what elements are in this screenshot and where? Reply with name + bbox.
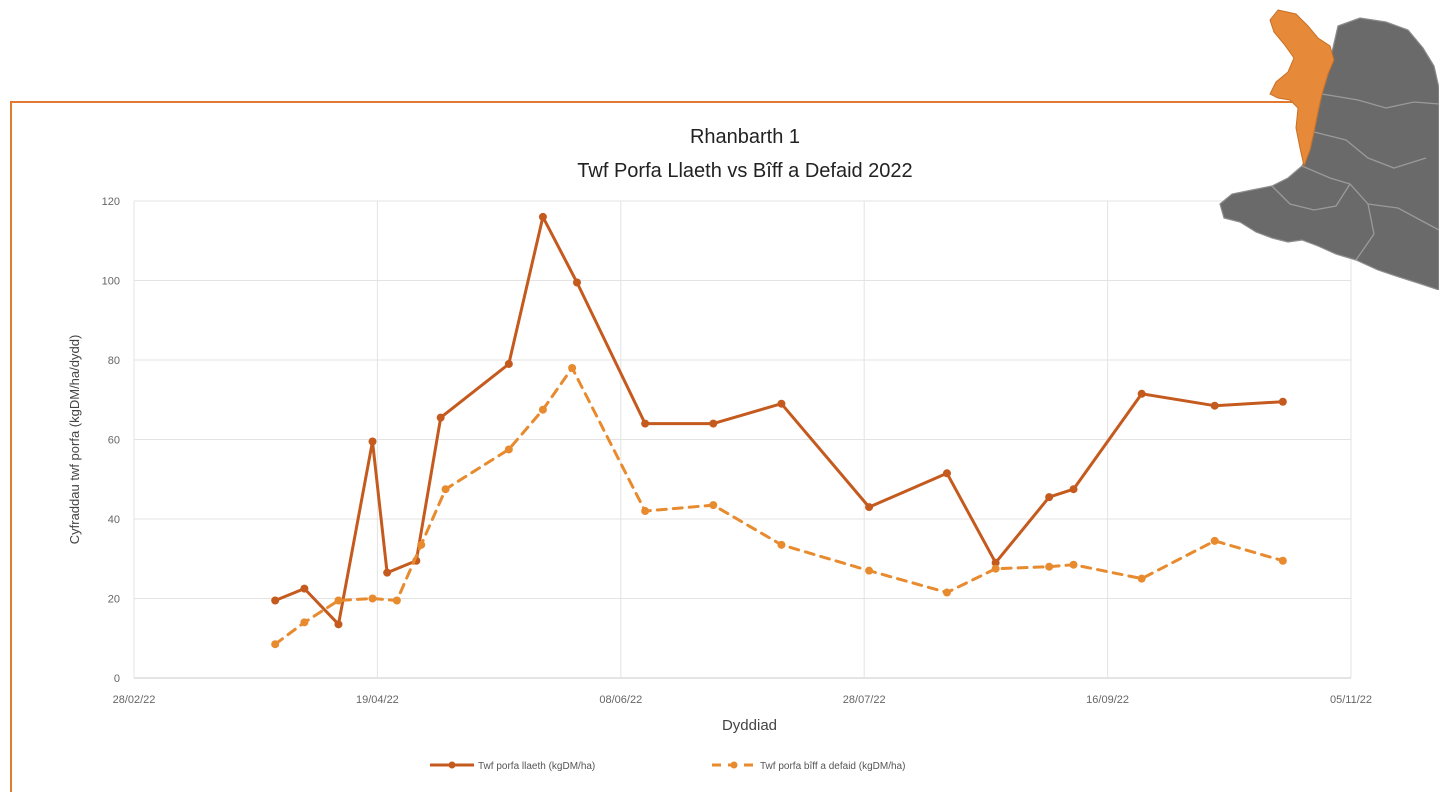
- data-point-series-2: [441, 485, 450, 494]
- y-tick-label: 60: [108, 435, 120, 447]
- x-tick-label: 08/06/22: [599, 694, 642, 706]
- data-point-series-2: [777, 540, 786, 549]
- x-tick-label: 16/09/22: [1086, 694, 1129, 706]
- data-point-series-2: [1137, 574, 1146, 583]
- legend-label-1: Twf porfa llaeth (kgDM/ha): [478, 761, 595, 772]
- data-point-series-2: [991, 564, 1000, 573]
- data-point-series-1: [504, 359, 513, 368]
- data-point-series-2: [392, 596, 401, 605]
- legend-marker-1: [448, 761, 456, 769]
- y-axis-title: Cyfraddau twf porfa (kgDM/ha/dydd): [67, 335, 82, 545]
- data-point-series-1: [538, 212, 547, 221]
- legend-label-2: Twf porfa bîff a defaid (kgDM/ha): [760, 761, 905, 772]
- x-tick-label: 28/02/22: [113, 694, 156, 706]
- data-point-series-2: [1045, 562, 1054, 571]
- data-point-series-2: [271, 640, 280, 649]
- data-point-series-1: [942, 469, 951, 478]
- data-point-series-2: [504, 445, 513, 454]
- chart-subtitle: Twf Porfa Llaeth vs Bîff a Defaid 2022: [577, 160, 913, 182]
- wales-region-map-icon: [1219, 9, 1439, 290]
- y-tick-label: 100: [102, 276, 120, 288]
- data-point-series-1: [383, 568, 392, 577]
- data-point-series-1: [709, 419, 718, 428]
- x-tick-label: 28/07/22: [843, 694, 886, 706]
- data-point-series-2: [942, 588, 951, 597]
- y-tick-label: 0: [114, 673, 120, 685]
- data-point-series-1: [436, 413, 445, 422]
- data-point-series-2: [709, 501, 718, 510]
- data-point-series-2: [1278, 556, 1287, 565]
- chart-title: Rhanbarth 1: [689, 126, 801, 148]
- x-tick-label: 05/11/22: [1330, 694, 1372, 706]
- data-point-series-2: [1069, 560, 1078, 569]
- data-point-series-1: [300, 584, 309, 593]
- map-region-borders: [1271, 93, 1439, 261]
- data-point-series-1: [271, 596, 280, 605]
- y-tick-label: 40: [108, 514, 120, 526]
- data-point-series-2: [417, 540, 426, 549]
- map-region-highlight: [1269, 9, 1335, 168]
- data-point-series-2: [300, 618, 309, 627]
- x-axis-title: Dyddiad: [722, 717, 777, 734]
- data-point-series-2: [1210, 536, 1219, 545]
- data-point-series-1: [1278, 397, 1287, 406]
- y-tick-label: 120: [102, 196, 120, 208]
- data-point-series-1: [777, 399, 786, 408]
- data-point-series-2: [368, 594, 377, 603]
- data-point-series-1: [641, 419, 650, 428]
- data-point-series-1: [1210, 401, 1219, 410]
- data-point-series-1: [334, 620, 343, 629]
- data-point-series-1: [1137, 389, 1146, 398]
- data-point-series-2: [865, 566, 874, 575]
- y-tick-label: 80: [108, 355, 120, 367]
- series-line-1: [273, 215, 1285, 626]
- data-point-series-2: [568, 363, 577, 372]
- data-point-series-2: [641, 507, 650, 516]
- data-point-series-2: [538, 405, 547, 414]
- data-point-series-1: [991, 558, 1000, 567]
- data-point-series-1: [1069, 485, 1078, 494]
- data-point-series-1: [1045, 493, 1054, 502]
- x-tick-label: 19/04/22: [356, 694, 399, 706]
- data-point-series-1: [368, 437, 377, 446]
- data-point-series-1: [572, 278, 581, 287]
- data-point-series-2: [334, 596, 343, 605]
- y-tick-label: 20: [108, 594, 120, 606]
- data-point-series-1: [865, 503, 874, 512]
- chart-frame: [10, 101, 1439, 792]
- legend-marker-2: [730, 761, 738, 769]
